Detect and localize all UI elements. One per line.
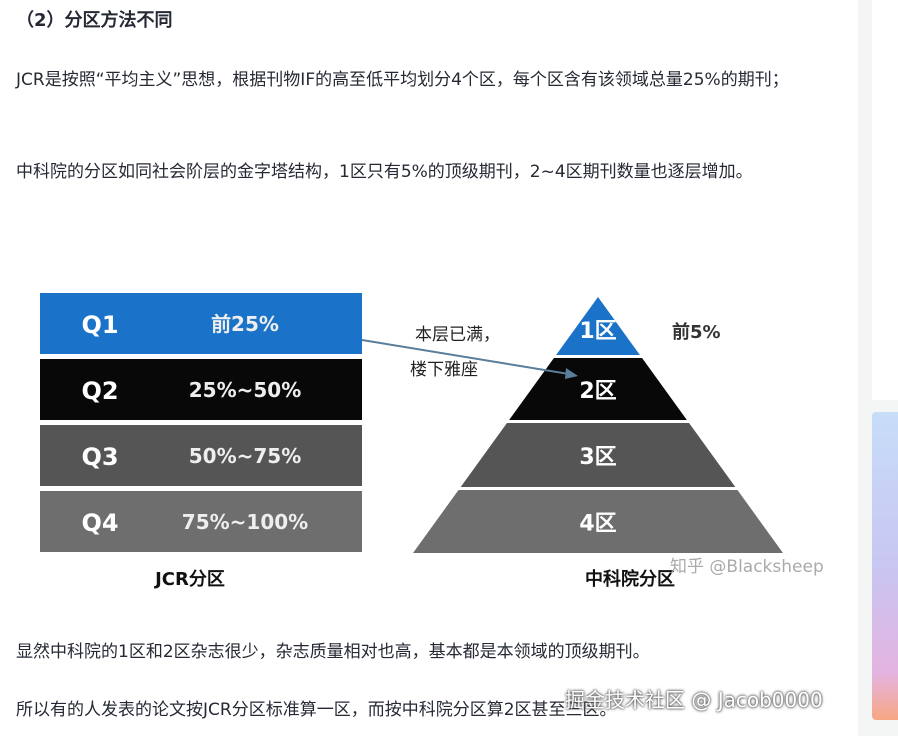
jcr-range: 前25% [211, 312, 279, 336]
paragraph: 显然中科院的1区和2区杂志很少，杂志质量相对也高，基本都是本领域的顶级期刊。 [16, 642, 650, 662]
jcr-row-q3 [40, 425, 362, 486]
sidebar-banner[interactable] [872, 412, 898, 720]
pyramid-label: 4区 [579, 512, 616, 537]
arrow [361, 339, 576, 376]
arrow-head [565, 368, 578, 379]
arrow-note: 本层已满， [415, 325, 500, 345]
paragraph: JCR是按照“平均主义”思想，根据刊物IF的高至低平均划分4个区，每个区含有该领… [16, 70, 789, 90]
jcr-quartile: Q1 [81, 311, 118, 339]
pyramid-tier-4 [413, 490, 783, 553]
arrow-note: 楼下雅座 [410, 360, 478, 380]
sidebar-card [872, 0, 898, 400]
pyramid-tier-3 [460, 423, 736, 487]
pyramid-tier-2 [509, 358, 687, 420]
pyramid-label: 2区 [579, 379, 616, 404]
top-note: 前5% [672, 321, 721, 343]
jcr-range: 75%~100% [182, 510, 308, 534]
jcr-row-q1 [40, 293, 362, 354]
jcr-range: 50%~75% [189, 444, 302, 468]
paragraph: 中科院的分区如同社会阶层的金字塔结构，1区只有5%的顶级期刊，2~4区期刊数量也… [16, 162, 753, 182]
jcr-row-q4 [40, 491, 362, 552]
jcr-label: JCR分区 [153, 569, 225, 590]
section-heading: （2）分区方法不同 [16, 10, 173, 31]
jcr-quartile: Q2 [81, 377, 118, 405]
site-watermark: 掘金技术社区 @ Jacob0000 [565, 688, 823, 712]
pyramid-tier-1 [556, 297, 640, 355]
jcr-quartile: Q4 [81, 509, 118, 537]
jcr-row-q2 [40, 359, 362, 420]
article: （2）分区方法不同 JCR是按照“平均主义”思想，根据刊物IF的高至低平均划分4… [0, 0, 858, 736]
image-watermark: 知乎 @Blacksheep [670, 557, 824, 577]
paragraph: 所以有的人发表的论文按JCR分区标准算一区，而按中科院分区算2区甚至三区。 [16, 700, 617, 720]
cas-label: 中科院分区 [585, 568, 675, 590]
jcr-quartile: Q3 [81, 443, 118, 471]
pyramid-label: 1区 [579, 319, 616, 344]
jcr-vs-cas-figure: Q1 前25% Q2 25%~50% Q3 50%~75% Q4 75%~100% 1区 2区 3… [40, 293, 824, 590]
jcr-range: 25%~50% [189, 378, 302, 402]
pyramid-label: 3区 [579, 445, 616, 470]
